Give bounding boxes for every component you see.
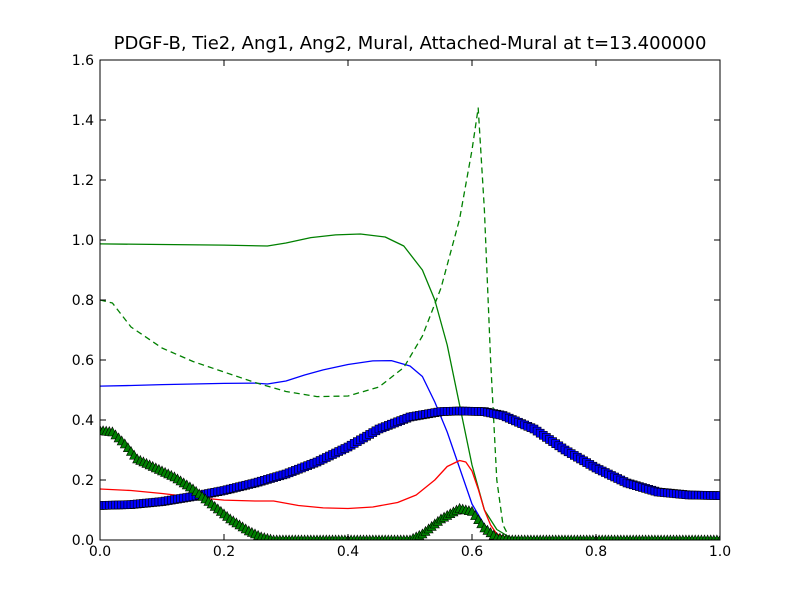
series-4-group bbox=[100, 406, 720, 510]
series-1-line bbox=[100, 233, 720, 540]
y-tick-label: 0.4 bbox=[72, 413, 94, 429]
x-tick-label: 0.4 bbox=[337, 544, 359, 560]
y-tick-label: 0.0 bbox=[72, 533, 94, 549]
series-3-line bbox=[100, 107, 720, 540]
y-tick-label: 0.6 bbox=[72, 353, 94, 369]
chart-title: PDGF-B, Tie2, Ang1, Ang2, Mural, Attache… bbox=[114, 33, 707, 54]
plot-area bbox=[100, 60, 720, 540]
series-3-group bbox=[100, 107, 720, 540]
x-tick-label: 0.6 bbox=[461, 544, 483, 560]
y-tick-label: 1.4 bbox=[72, 113, 94, 129]
series-2-line bbox=[100, 459, 720, 540]
x-tick-label: 0.2 bbox=[213, 544, 235, 560]
y-tick-label: 0.8 bbox=[72, 293, 94, 309]
y-tick-label: 1.2 bbox=[72, 173, 94, 189]
y-tick-label: 1.6 bbox=[72, 53, 94, 69]
series-1-group bbox=[100, 233, 720, 540]
y-tick-label: 1.0 bbox=[72, 233, 94, 249]
x-tick-label: 1.0 bbox=[709, 544, 731, 560]
series-2-group bbox=[100, 459, 720, 540]
ticks-layer: 0.0 0.2 0.4 0.6 0.8 1.0 0.0 0.2 0.4 0.6 0.8 1.0 1.2 1… bbox=[72, 53, 731, 560]
series-layer bbox=[100, 107, 720, 540]
series-4-marker bbox=[715, 491, 720, 500]
x-tick-label: 0.0 bbox=[89, 544, 111, 560]
x-tick-label: 0.8 bbox=[585, 544, 607, 560]
series-5-group bbox=[100, 424, 720, 540]
y-tick-label: 0.2 bbox=[72, 473, 94, 489]
